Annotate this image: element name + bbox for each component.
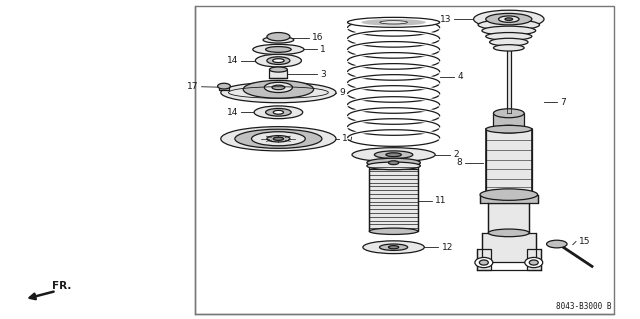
Bar: [482, 233, 536, 262]
Bar: [486, 129, 532, 195]
Ellipse shape: [235, 129, 322, 148]
Bar: [477, 249, 491, 270]
Ellipse shape: [386, 153, 401, 157]
Ellipse shape: [243, 80, 314, 98]
Ellipse shape: [388, 161, 399, 165]
Ellipse shape: [369, 228, 418, 234]
Text: 11: 11: [435, 197, 447, 205]
Ellipse shape: [267, 136, 290, 142]
Ellipse shape: [266, 47, 291, 52]
Ellipse shape: [525, 257, 543, 268]
Text: 16: 16: [312, 33, 324, 42]
Ellipse shape: [252, 132, 305, 146]
Ellipse shape: [348, 17, 440, 27]
Bar: [369, 169, 418, 231]
Bar: [480, 195, 538, 203]
Ellipse shape: [478, 20, 540, 30]
Ellipse shape: [264, 82, 292, 93]
Ellipse shape: [486, 125, 532, 133]
Bar: [269, 70, 287, 78]
Text: 10: 10: [342, 134, 354, 143]
Ellipse shape: [493, 125, 524, 133]
Ellipse shape: [482, 26, 536, 35]
Ellipse shape: [221, 82, 336, 103]
Ellipse shape: [363, 241, 424, 254]
Ellipse shape: [352, 148, 435, 162]
Text: 1: 1: [320, 45, 326, 54]
Text: 13: 13: [440, 15, 451, 24]
Ellipse shape: [267, 33, 290, 41]
Ellipse shape: [367, 162, 420, 170]
Ellipse shape: [362, 19, 426, 26]
Text: 2: 2: [453, 150, 459, 159]
Text: 15: 15: [579, 237, 591, 246]
Ellipse shape: [479, 260, 488, 265]
Text: 8: 8: [456, 158, 462, 167]
Ellipse shape: [488, 229, 529, 237]
Ellipse shape: [475, 257, 493, 268]
Ellipse shape: [367, 158, 420, 167]
Ellipse shape: [273, 137, 284, 140]
Ellipse shape: [499, 16, 519, 22]
Ellipse shape: [253, 44, 304, 55]
Ellipse shape: [490, 38, 528, 46]
Ellipse shape: [474, 10, 544, 28]
Ellipse shape: [529, 260, 538, 265]
Ellipse shape: [273, 59, 284, 63]
Text: FR.: FR.: [52, 281, 72, 291]
Bar: [195, 6, 614, 314]
Bar: [368, 160, 419, 166]
Ellipse shape: [255, 54, 301, 67]
Ellipse shape: [493, 109, 524, 118]
Bar: [488, 203, 529, 233]
Bar: [527, 249, 541, 270]
Ellipse shape: [388, 246, 399, 249]
Ellipse shape: [505, 18, 513, 20]
Text: 17: 17: [187, 82, 198, 91]
Ellipse shape: [486, 33, 532, 40]
Ellipse shape: [266, 108, 291, 116]
Ellipse shape: [273, 110, 284, 114]
Text: 12: 12: [442, 243, 453, 252]
Ellipse shape: [263, 37, 294, 43]
Ellipse shape: [480, 189, 538, 200]
Ellipse shape: [272, 85, 285, 90]
Bar: [507, 48, 511, 113]
Ellipse shape: [269, 67, 287, 72]
Ellipse shape: [380, 244, 408, 250]
Text: 8043-B3000 B: 8043-B3000 B: [556, 302, 611, 311]
Ellipse shape: [267, 57, 290, 64]
Text: 7: 7: [560, 98, 566, 107]
Ellipse shape: [486, 13, 532, 25]
Ellipse shape: [254, 106, 303, 119]
Ellipse shape: [374, 151, 413, 159]
Ellipse shape: [380, 21, 408, 24]
Ellipse shape: [218, 83, 230, 89]
Text: 3: 3: [320, 70, 326, 78]
Ellipse shape: [221, 127, 336, 151]
Text: 14: 14: [227, 108, 238, 117]
Text: 9: 9: [339, 88, 345, 97]
Text: 14: 14: [227, 56, 238, 65]
Bar: [493, 113, 524, 129]
Ellipse shape: [547, 240, 567, 248]
Text: 4: 4: [458, 72, 463, 81]
Ellipse shape: [493, 45, 524, 51]
Bar: [219, 85, 229, 90]
